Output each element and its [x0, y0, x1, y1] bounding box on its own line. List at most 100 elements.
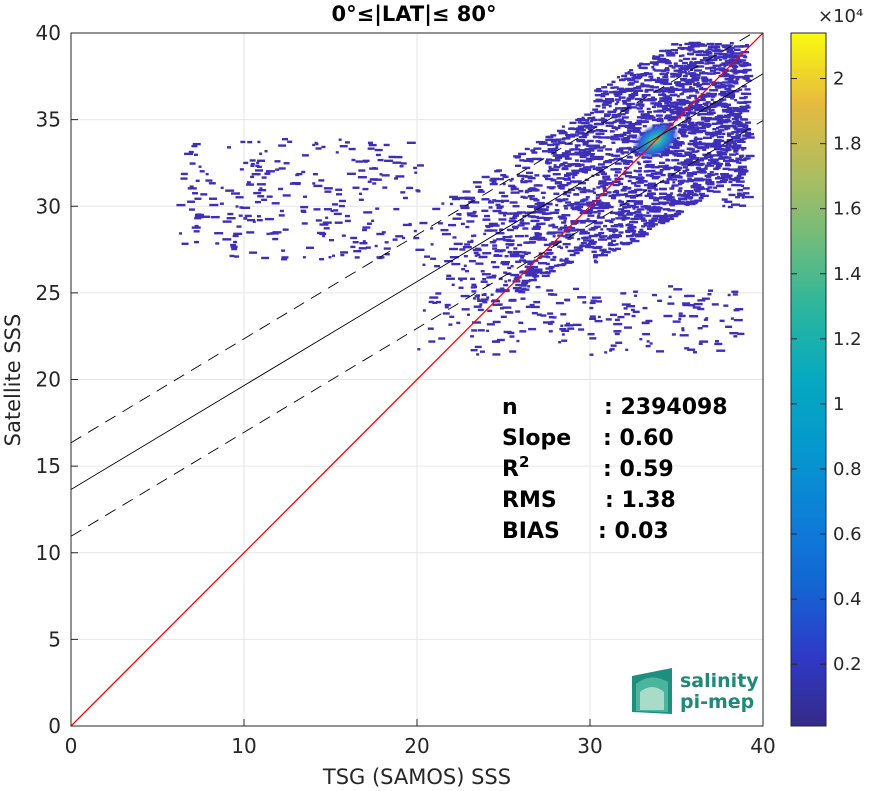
- scatter-cell: [669, 202, 674, 205]
- scatter-cell: [713, 140, 719, 143]
- scatter-cell: [659, 169, 664, 172]
- scatter-cell: [264, 150, 268, 153]
- scatter-cell: [367, 180, 372, 183]
- scatter-cell: [192, 192, 199, 195]
- scatter-cell: [715, 162, 723, 166]
- scatter-cell: [709, 145, 716, 148]
- scatter-cell: [688, 49, 692, 52]
- scatter-cell: [618, 120, 625, 123]
- scatter-cell: [465, 225, 470, 229]
- scatter-cell: [611, 80, 616, 84]
- scatter-cell: [596, 300, 603, 303]
- scatter-cell: [371, 219, 375, 223]
- scatter-cell: [709, 69, 716, 72]
- scatter-cell: [739, 169, 748, 173]
- scatter-cell: [444, 303, 451, 307]
- scatter-cell: [689, 131, 696, 134]
- scatter-cell: [567, 172, 577, 176]
- scatter-cell: [636, 73, 644, 76]
- y-tick-label-7: 35: [36, 108, 61, 132]
- scatter-cell: [642, 124, 647, 128]
- scatter-cell: [700, 53, 710, 56]
- scatter-cell: [669, 187, 675, 190]
- scatter-cell: [449, 195, 459, 199]
- scatter-cell: [593, 191, 597, 194]
- scatter-cell: [453, 242, 463, 246]
- scatter-cell: [632, 207, 636, 210]
- scatter-cell: [491, 224, 500, 227]
- scatter-cell: [524, 190, 529, 194]
- scatter-cell: [464, 243, 471, 246]
- scatter-cell: [233, 240, 238, 244]
- scatter-cell: [526, 251, 531, 255]
- scatter-cell: [673, 288, 683, 291]
- scatter-cell: [372, 182, 377, 185]
- scatter-cell: [677, 182, 682, 186]
- scatter-cell: [510, 187, 519, 191]
- scatter-cell: [606, 176, 610, 179]
- scatter-cell: [584, 113, 592, 116]
- scatter-cell: [656, 105, 666, 108]
- scatter-cell: [472, 181, 482, 184]
- scatter-cell: [658, 165, 666, 168]
- scatter-cell: [694, 136, 698, 139]
- scatter-cell: [457, 277, 467, 280]
- scatter-cell: [640, 113, 644, 116]
- scatter-cell: [209, 197, 218, 200]
- scatter-cell: [727, 168, 736, 171]
- scatter-cell: [316, 231, 325, 235]
- scatter-cell: [640, 100, 644, 104]
- scatter-cell: [697, 327, 703, 330]
- scatter-cell: [556, 129, 565, 133]
- stat-label-4: BIAS: [502, 519, 560, 544]
- scatter-cell: [413, 166, 418, 170]
- scatter-cell: [671, 43, 679, 46]
- scatter-cell: [547, 231, 557, 234]
- scatter-cell: [234, 255, 240, 258]
- scatter-cell: [714, 71, 721, 75]
- scatter-cell: [278, 167, 286, 170]
- scatter-cell: [605, 148, 613, 151]
- scatter-cell: [563, 219, 567, 223]
- scatter-cell: [271, 202, 280, 205]
- scatter-cell: [743, 92, 752, 96]
- scatter-cell: [638, 173, 643, 176]
- scatter-cell: [613, 158, 621, 161]
- scatter-cell: [559, 141, 563, 145]
- scatter-cell: [685, 81, 690, 84]
- scatter-cell: [461, 267, 466, 271]
- scatter-cell: [682, 302, 691, 305]
- scatter-cell: [596, 87, 602, 91]
- scatter-cell: [598, 206, 604, 210]
- scatter-cell: [705, 164, 715, 167]
- scatter-cell: [636, 176, 644, 179]
- scatter-cell: [697, 162, 705, 166]
- scatter-cell: [645, 319, 653, 323]
- scatter-cell: [622, 185, 628, 189]
- scatter-cell: [683, 192, 687, 195]
- x-axis-ticks: 0 10 20 30 40: [65, 719, 776, 758]
- scatter-cell: [622, 172, 627, 176]
- scatter-cell: [301, 222, 308, 225]
- scatter-cell: [482, 301, 488, 304]
- scatter-cell: [459, 248, 466, 251]
- scatter-cell: [547, 149, 555, 152]
- scatter-cell: [559, 259, 569, 262]
- scatter-cell: [281, 249, 286, 252]
- scatter-cell: [488, 276, 496, 279]
- scatter-cell: [532, 236, 539, 239]
- scatter-cell: [688, 155, 696, 159]
- scatter-cell: [689, 192, 693, 196]
- scatter-cell: [323, 227, 330, 230]
- scatter-cell: [624, 77, 632, 80]
- scatter-cell: [686, 68, 690, 71]
- scatter-cell: [651, 217, 659, 220]
- scatter-cell: [577, 117, 586, 121]
- scatter-cell: [601, 103, 609, 106]
- scatter-cell: [553, 147, 558, 151]
- scatter-cell: [632, 127, 642, 130]
- scatter-cell: [522, 214, 527, 218]
- scatter-cell: [519, 221, 525, 225]
- scatter-cell: [541, 150, 550, 153]
- scatter-cell: [735, 75, 742, 79]
